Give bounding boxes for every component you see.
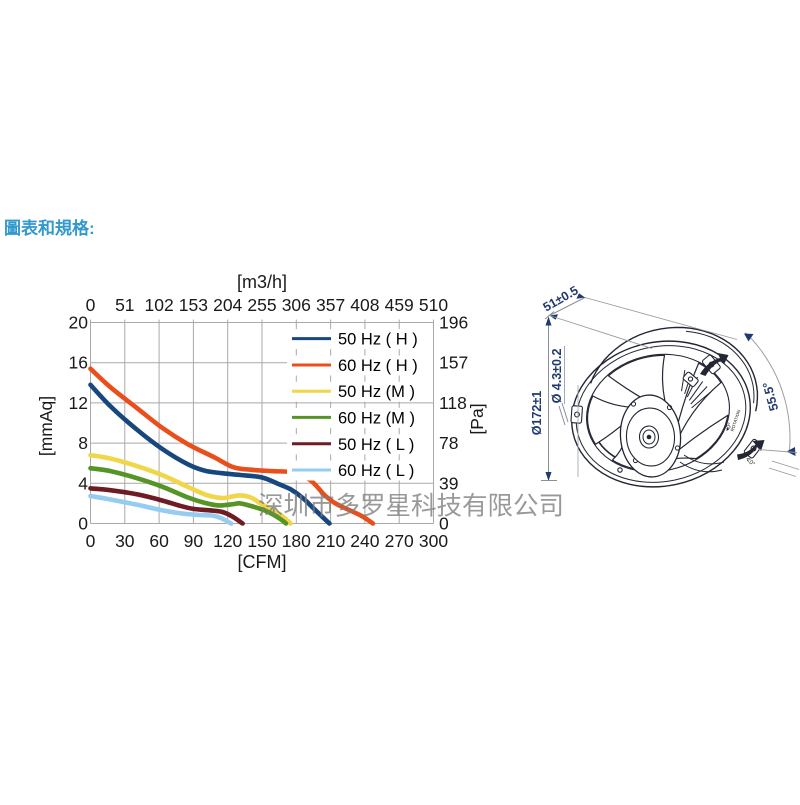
svg-text:4: 4 [78, 473, 88, 493]
svg-text:90: 90 [184, 531, 204, 551]
svg-text:120: 120 [213, 531, 242, 551]
svg-text:50 Hz ( H ): 50 Hz ( H ) [338, 331, 418, 349]
svg-text:0: 0 [86, 295, 96, 315]
svg-text:153: 153 [179, 295, 208, 315]
svg-text:60 Hz ( L ): 60 Hz ( L ) [338, 462, 414, 480]
svg-text:300: 300 [419, 531, 448, 551]
svg-text:8: 8 [78, 433, 88, 453]
svg-text:240: 240 [350, 531, 379, 551]
svg-text:270: 270 [385, 531, 414, 551]
svg-text:圖表和規格:: 圖表和規格: [4, 218, 95, 238]
svg-text:180: 180 [282, 531, 311, 551]
svg-text:118: 118 [439, 393, 467, 413]
svg-text:78: 78 [439, 433, 458, 453]
svg-text:30: 30 [115, 531, 135, 551]
svg-text:204: 204 [213, 295, 242, 315]
svg-text:20: 20 [69, 313, 89, 333]
svg-text:[mmAq]: [mmAq] [36, 396, 56, 456]
svg-text:Ø172±1: Ø172±1 [530, 391, 544, 435]
svg-text:深圳市多罗星科技有限公司: 深圳市多罗星科技有限公司 [258, 493, 564, 521]
svg-text:Ø 4.3±0.2: Ø 4.3±0.2 [550, 349, 564, 404]
svg-text:102: 102 [144, 295, 173, 315]
svg-text:0: 0 [86, 531, 96, 551]
svg-text:255: 255 [247, 295, 276, 315]
svg-text:50 Hz (M ): 50 Hz (M ) [338, 383, 415, 401]
svg-text:459: 459 [385, 295, 414, 315]
svg-text:51: 51 [115, 295, 134, 315]
svg-text:306: 306 [282, 295, 311, 315]
svg-text:[m3/h]: [m3/h] [237, 272, 287, 292]
svg-text:408: 408 [350, 295, 379, 315]
svg-text:157: 157 [439, 353, 468, 373]
svg-text:39: 39 [439, 473, 458, 493]
svg-text:210: 210 [316, 531, 345, 551]
svg-text:60: 60 [149, 531, 169, 551]
svg-text:150: 150 [247, 531, 276, 551]
svg-text:0: 0 [78, 514, 88, 534]
svg-text:196: 196 [439, 313, 468, 333]
svg-text:510: 510 [419, 295, 448, 315]
svg-text:60 Hz ( H ): 60 Hz ( H ) [338, 357, 418, 375]
svg-text:55.5°: 55.5° [760, 380, 781, 412]
svg-text:16: 16 [69, 353, 88, 373]
svg-text:ROTATION: ROTATION [730, 409, 742, 432]
svg-text:50 Hz ( L ): 50 Hz ( L ) [338, 436, 414, 454]
svg-text:357: 357 [316, 295, 345, 315]
svg-text:[Pa]: [Pa] [467, 403, 487, 434]
svg-text:12: 12 [69, 393, 88, 413]
svg-text:◂0°: ◂0° [724, 422, 734, 433]
svg-text:0: 0 [439, 514, 449, 534]
svg-text:[CFM]: [CFM] [238, 552, 287, 572]
svg-text:∢0°: ∢0° [744, 456, 757, 468]
svg-text:60 Hz (M ): 60 Hz (M ) [338, 409, 415, 427]
